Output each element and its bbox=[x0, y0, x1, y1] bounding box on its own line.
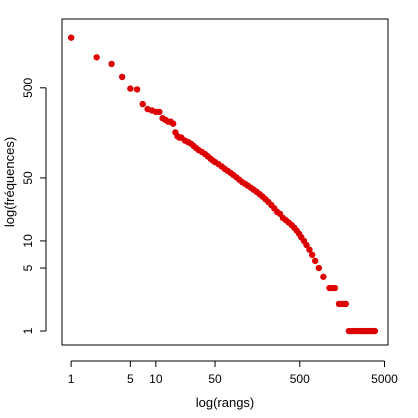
data-point bbox=[156, 108, 163, 116]
x-axis: 1 5 10 50 500 5000 bbox=[68, 360, 398, 386]
data-point bbox=[118, 73, 126, 81]
data-point bbox=[169, 120, 177, 127]
y-tick-label: 1 bbox=[21, 327, 35, 334]
x-tick-label: 5 bbox=[127, 372, 134, 386]
y-tick-label: 50 bbox=[21, 171, 35, 185]
data-point bbox=[306, 246, 313, 253]
plot-frame bbox=[61, 18, 389, 346]
data-point bbox=[127, 85, 134, 92]
y-tick-label: 500 bbox=[21, 77, 35, 97]
x-tick-label: 500 bbox=[290, 372, 310, 386]
data-points bbox=[67, 34, 379, 335]
data-point bbox=[303, 241, 310, 249]
data-point bbox=[133, 86, 141, 93]
x-axis-title: log(rangs) bbox=[196, 395, 255, 410]
data-point bbox=[93, 54, 100, 61]
data-point bbox=[311, 257, 319, 265]
x-tick-label: 10 bbox=[149, 372, 163, 386]
x-tick-label: 1 bbox=[68, 372, 75, 386]
x-tick-label: 50 bbox=[208, 372, 222, 386]
data-point bbox=[371, 327, 379, 335]
data-point bbox=[108, 60, 115, 68]
y-tick-label: 5 bbox=[21, 264, 35, 271]
data-point bbox=[315, 264, 323, 272]
data-point bbox=[320, 273, 327, 280]
data-point bbox=[67, 34, 75, 41]
y-axis: 1 5 10 50 500 bbox=[21, 77, 47, 334]
data-point bbox=[308, 251, 316, 259]
data-point bbox=[139, 100, 146, 108]
data-point bbox=[342, 300, 350, 308]
data-point bbox=[331, 284, 339, 292]
y-axis-title: log(fréquences) bbox=[2, 137, 17, 227]
y-tick-label: 10 bbox=[21, 234, 35, 248]
x-tick-label: 5000 bbox=[371, 372, 398, 386]
